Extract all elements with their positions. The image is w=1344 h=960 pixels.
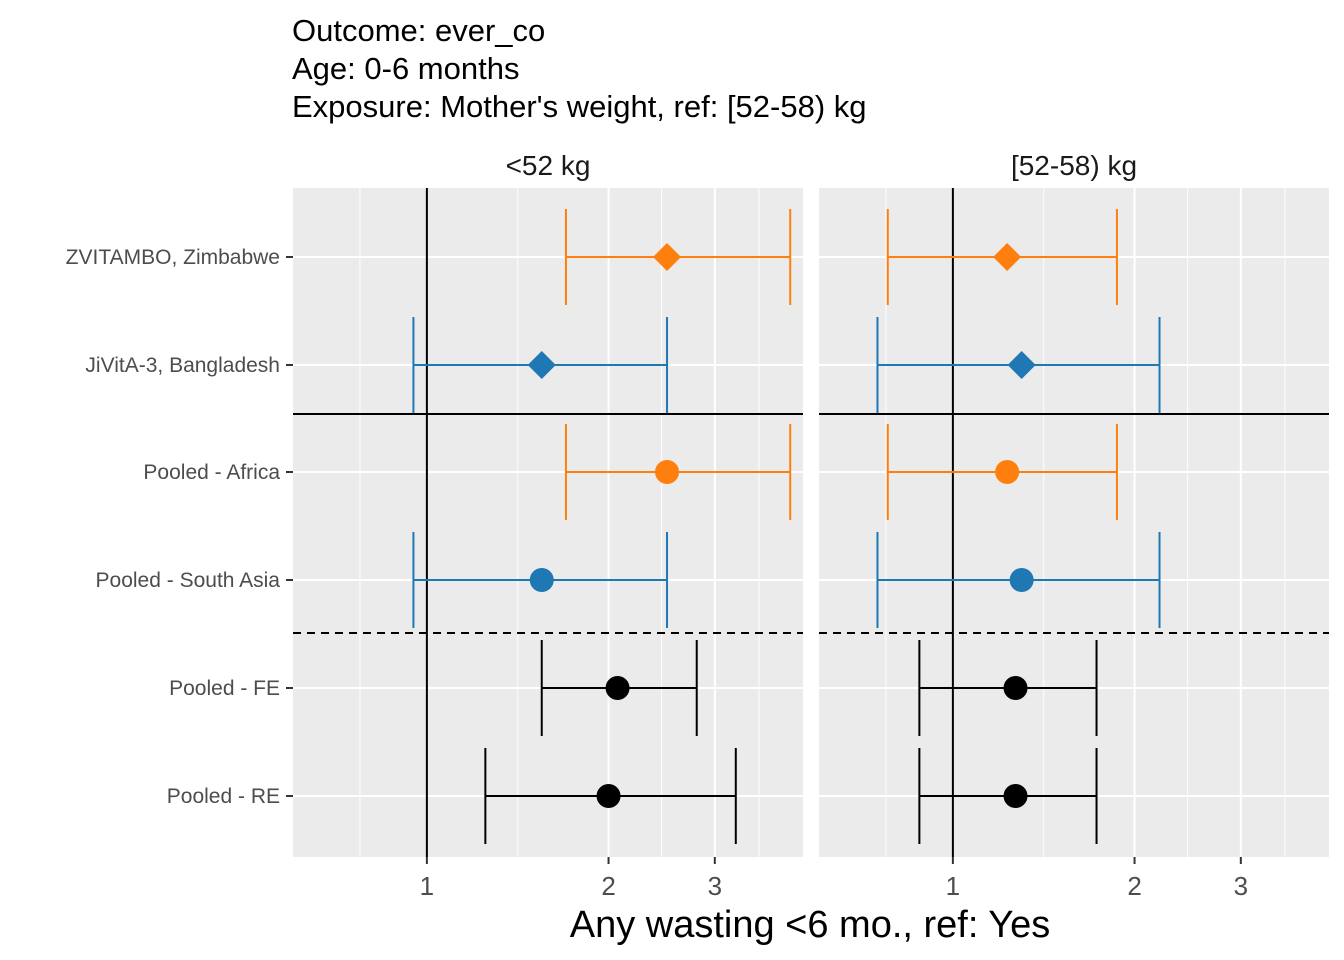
point-estimate-diamond (527, 351, 556, 379)
estimate-row (886, 209, 1118, 305)
panel-background (819, 188, 1329, 857)
point-estimate-circle (529, 568, 554, 592)
title-line: Outcome: ever_co (292, 13, 545, 48)
title-line: Exposure: Mother's weight, ref: [52-58) … (292, 89, 867, 124)
point-estimate-circle (605, 676, 630, 700)
title-line: Age: 0-6 months (292, 51, 519, 86)
x-axis-title: Any wasting <6 mo., ref: Yes (570, 904, 1051, 946)
point-estimate-circle (1003, 676, 1028, 700)
y-tick-label: ZVITAMBO, Zimbabwe (66, 246, 280, 269)
estimate-row (540, 640, 698, 736)
estimate-row (564, 209, 792, 305)
x-tick-label: 2 (1127, 871, 1141, 901)
facet-strip-label: [52-58) kg (1011, 150, 1137, 181)
estimate-row (876, 317, 1161, 413)
point-estimate-circle (1003, 784, 1028, 808)
facet-strip-label: <52 kg (506, 150, 591, 181)
estimate-row (886, 424, 1118, 520)
x-tick-label: 1 (946, 871, 960, 901)
facet-panel: [52-58) kg 1 2 3 (819, 150, 1329, 901)
estimate-row (412, 317, 669, 413)
estimate-row (918, 640, 1098, 736)
x-tick-label: 3 (1234, 871, 1248, 901)
estimate-row (412, 532, 669, 628)
plot-title: Outcome: ever_co Age: 0-6 months Exposur… (292, 13, 867, 124)
estimate-row (876, 532, 1161, 628)
panel-background (293, 188, 803, 857)
y-tick-label: JiVitA-3, Bangladesh (85, 354, 280, 377)
panels: <52 kg 1 2 3 [52-58) kg 1 2 3 (293, 150, 1329, 901)
point-estimate-diamond (1007, 351, 1036, 379)
x-tick-label: 3 (708, 871, 722, 901)
point-estimate-diamond (993, 243, 1022, 271)
facet-panel: <52 kg 1 2 3 (293, 150, 803, 901)
y-tick-label: Pooled - Africa (143, 461, 280, 484)
point-estimate-circle (655, 460, 680, 484)
estimate-row (918, 748, 1098, 844)
point-estimate-circle (596, 784, 621, 808)
x-tick-label: 2 (601, 871, 615, 901)
point-estimate-circle (995, 460, 1020, 484)
y-tick-label: Pooled - FE (169, 677, 280, 700)
estimate-row (564, 424, 792, 520)
y-tick-label: Pooled - RE (167, 785, 280, 808)
y-axis: ZVITAMBO, Zimbabwe JiVitA-3, Bangladesh Po… (66, 246, 293, 808)
estimate-row (484, 748, 737, 844)
x-tick-label: 1 (420, 871, 434, 901)
point-estimate-diamond (653, 243, 682, 271)
y-tick-label: Pooled - South Asia (96, 569, 281, 592)
point-estimate-circle (1009, 568, 1034, 592)
